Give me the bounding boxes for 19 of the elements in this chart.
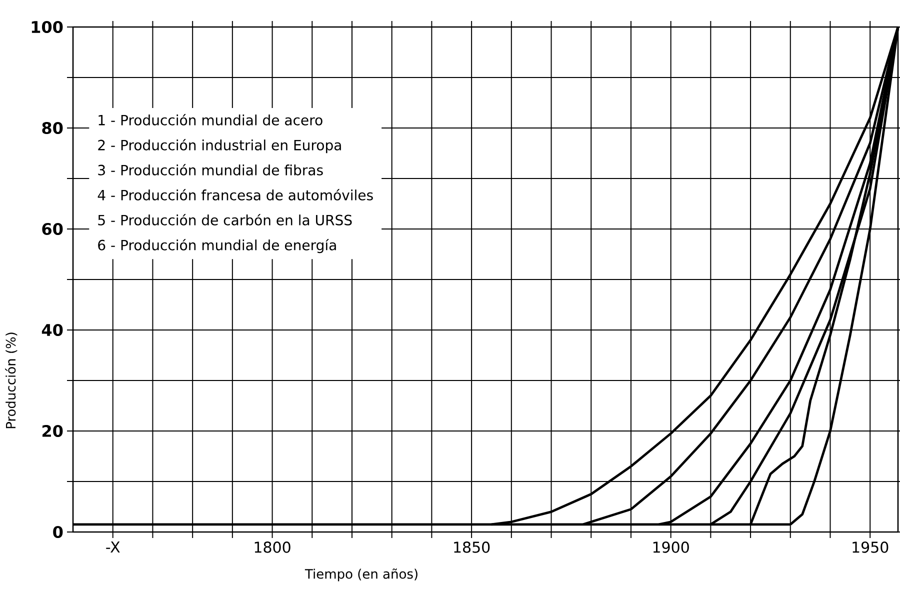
y-tick-label: 40 [42, 324, 63, 336]
annotation: 1 - Producción mundial de acero [98, 114, 322, 126]
y-tick-label: 20 [42, 424, 63, 438]
x-tick-label: -X [106, 542, 120, 552]
x-tick-label: 1900 [653, 542, 689, 553]
y-tick-label: 0 [53, 526, 63, 538]
annotation: 2 - Producción industrial en Europa [98, 138, 341, 154]
x-tick-label: 1850 [454, 542, 490, 553]
y-tick-label: 80 [42, 122, 63, 134]
x-axis-title: Tiempo (en años) [304, 568, 418, 582]
y-tick-label: 60 [42, 222, 63, 236]
annotation: 3 - Producción mundial de fibras [98, 164, 323, 176]
annotation: 4 - Producción francesa de automóviles [98, 188, 373, 200]
x-tick-label: 1950 [852, 542, 888, 553]
x-tick-label: 1800 [254, 542, 290, 553]
y-axis-title: Producción (%) [5, 332, 18, 428]
y-tick-label: 100 [32, 20, 63, 34]
annotation: 5 - Producción de carbón en la URSS [98, 214, 352, 226]
annotation: 6 - Producción mundial de energía [98, 238, 336, 254]
